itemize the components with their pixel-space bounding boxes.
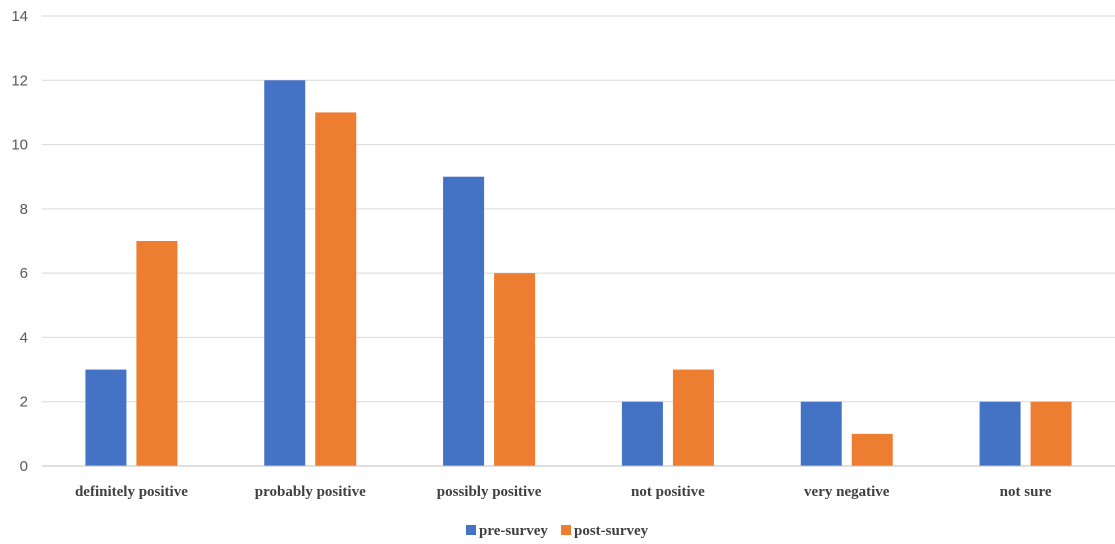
y-tick-label: 6 (20, 265, 28, 282)
legend-swatch-pre-survey (466, 525, 476, 535)
x-tick-label: not positive (631, 484, 705, 500)
x-tick-label: definitely positive (75, 484, 188, 500)
x-tick-label: probably positive (255, 484, 366, 500)
bar-pre-survey-definitely-positive (85, 369, 127, 466)
bar-post-survey-possibly-positive (494, 273, 536, 466)
y-tick-label: 2 (20, 394, 28, 411)
bar-pre-survey-probably-positive (264, 80, 306, 467)
y-tick-label: 14 (11, 8, 28, 25)
legend-label-pre-survey: pre-survey (479, 523, 548, 539)
bar-post-survey-definitely-positive (136, 241, 178, 466)
x-tick-label: possibly positive (437, 484, 542, 500)
bar-pre-survey-not-sure (979, 401, 1021, 466)
y-tick-label: 0 (20, 458, 28, 475)
legend: pre-survey post-survey (466, 523, 649, 539)
bar-post-survey-very-negative (851, 433, 893, 466)
x-tick-label: not sure (1000, 484, 1052, 500)
bars (85, 80, 1072, 467)
y-tick-label: 10 (11, 137, 28, 154)
legend-swatch-post-survey (561, 525, 571, 535)
bar-pre-survey-not-positive (621, 401, 663, 466)
legend-label-post-survey: post-survey (574, 523, 649, 539)
y-tick-label: 4 (20, 329, 28, 346)
bar-post-survey-not-sure (1030, 401, 1072, 466)
x-tick-label: very negative (804, 484, 890, 500)
y-tick-label: 8 (20, 201, 28, 218)
x-axis-ticks: definitely positive probably positive poss… (75, 484, 1052, 500)
bar-pre-survey-possibly-positive (443, 176, 485, 466)
bar-pre-survey-very-negative (800, 401, 842, 466)
y-axis-ticks: 0 2 4 6 8 10 12 14 (11, 8, 28, 475)
gridlines (42, 15, 1115, 403)
bar-post-survey-not-positive (672, 369, 714, 466)
bar-post-survey-probably-positive (315, 112, 357, 466)
y-tick-label: 12 (11, 72, 28, 89)
